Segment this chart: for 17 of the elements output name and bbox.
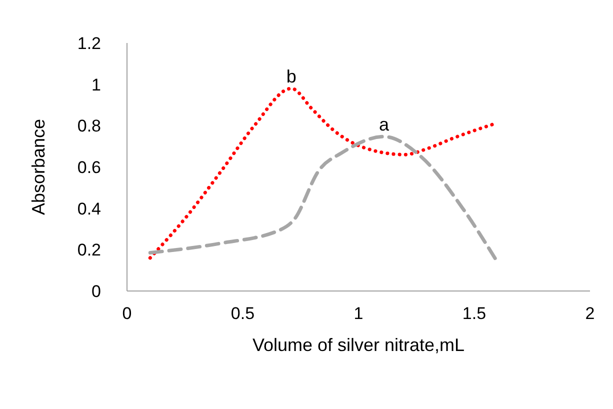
x-tick-label: 2	[585, 304, 595, 324]
y-tick-label: 0.8	[77, 116, 101, 136]
series-label: a	[378, 114, 390, 135]
x-axis-title: Volume of silver nitrate,mL	[252, 335, 465, 355]
series-label: b	[286, 66, 296, 86]
x-tick-label: 0	[122, 304, 132, 324]
x-tick-label: 1	[354, 304, 364, 324]
y-tick-label: 1.2	[77, 34, 101, 54]
y-tick-label: 0.6	[77, 158, 101, 178]
y-tick-label: 0	[92, 282, 101, 302]
y-tick-label: 0.4	[77, 199, 101, 218]
line-series	[148, 86, 497, 260]
y-tick-label: 0.2	[77, 240, 101, 260]
x-tick-label: 0.5	[230, 304, 255, 324]
y-axis-title: Absorbance	[28, 118, 48, 216]
y-tick-label: 1	[92, 75, 101, 94]
x-tick-label: 1.5	[462, 304, 486, 324]
